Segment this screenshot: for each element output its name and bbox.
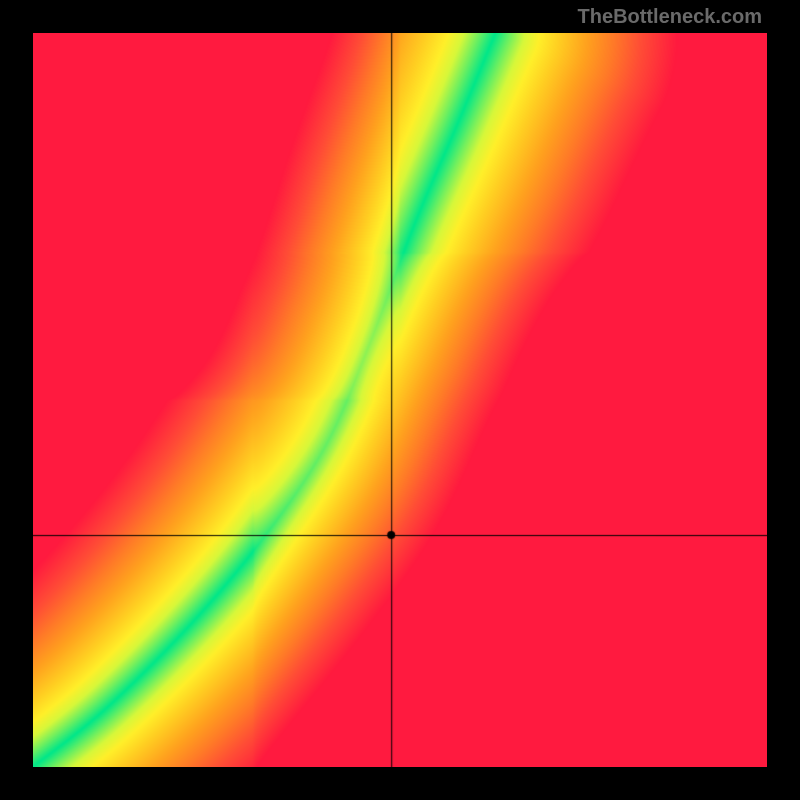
bottleneck-heatmap <box>33 33 767 767</box>
heatmap-canvas <box>33 33 767 767</box>
watermark-text: TheBottleneck.com <box>578 6 762 29</box>
